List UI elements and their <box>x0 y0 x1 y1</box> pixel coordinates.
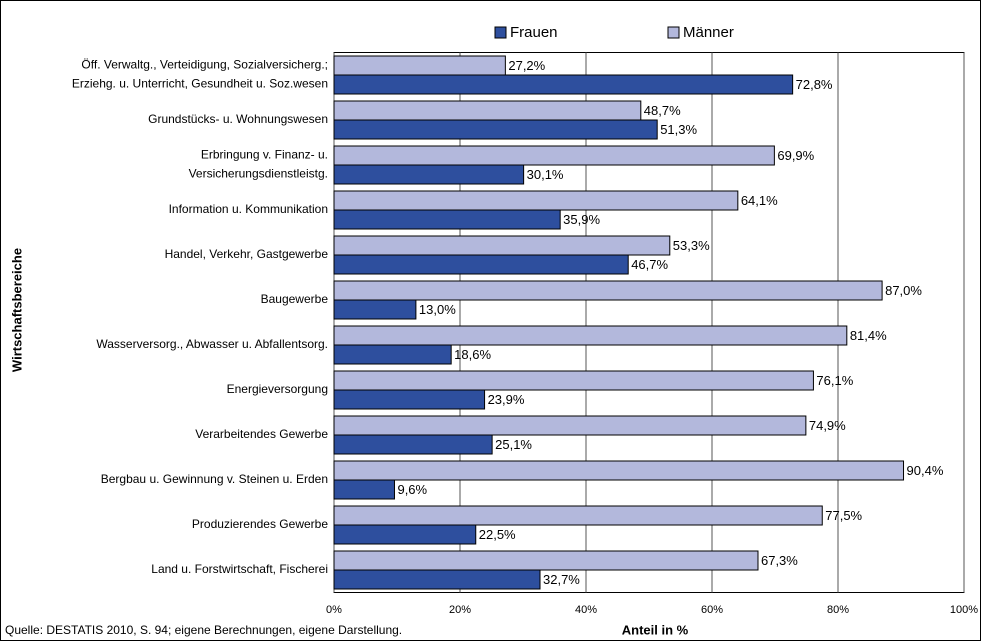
x-tick-label: 100% <box>950 604 978 616</box>
y-tick-label: Erbringung v. Finanz- u. Versicherungsdie… <box>189 148 328 181</box>
data-label: 87,0% <box>885 283 922 298</box>
data-label: 9,6% <box>397 482 427 497</box>
data-label: 81,4% <box>850 328 887 343</box>
bar <box>333 550 759 571</box>
data-label: 32,7% <box>543 572 580 587</box>
data-label: 90,4% <box>907 463 944 478</box>
bar <box>333 254 629 275</box>
data-label: 74,9% <box>809 418 846 433</box>
data-label: 53,3% <box>673 238 710 253</box>
x-tick-label: 0% <box>326 604 342 616</box>
y-tick-label: Handel, Verkehr, Gastgewerbe <box>165 247 329 261</box>
y-tick-label: Bergbau u. Gewinnung v. Steinen u. Erden <box>101 472 328 486</box>
data-label: 25,1% <box>495 437 532 452</box>
bar <box>333 119 658 140</box>
bar <box>333 479 395 500</box>
bar <box>333 569 541 590</box>
legend-swatch <box>494 26 507 39</box>
y-tick-label: Grundstücks- u. Wohnungswesen <box>148 112 328 126</box>
bar <box>333 299 417 320</box>
data-label: 76,1% <box>816 373 853 388</box>
x-tick-label: 40% <box>575 604 597 616</box>
bar <box>333 145 775 166</box>
bar <box>333 325 848 346</box>
legend-label: Frauen <box>510 24 558 41</box>
bar <box>333 415 807 436</box>
legend-label: Männer <box>683 24 734 41</box>
source: Quelle: DESTATIS 2010, S. 94; eigene Ber… <box>5 623 402 637</box>
plot-area <box>333 52 965 593</box>
bar <box>333 100 642 121</box>
y-tick-label: Öff. Verwaltg., Verteidigung, Sozialvers… <box>72 58 328 91</box>
y-tick-label: Produzierendes Gewerbe <box>192 517 328 531</box>
x-axis-title: Anteil in % <box>622 622 689 637</box>
y-tick-label: Baugewerbe <box>261 292 329 306</box>
bar <box>333 370 814 391</box>
x-tick-label: 80% <box>827 604 849 616</box>
data-label: 27,2% <box>508 58 545 73</box>
legend-swatch <box>667 26 680 39</box>
bar <box>333 55 506 76</box>
data-label: 69,9% <box>777 148 814 163</box>
x-tick-label: 60% <box>701 604 723 616</box>
data-label: 48,7% <box>644 103 681 118</box>
bar <box>333 505 823 526</box>
bar <box>333 280 883 301</box>
bar <box>333 164 525 185</box>
bar <box>333 389 486 410</box>
bar <box>333 460 905 481</box>
data-label: 13,0% <box>419 302 456 317</box>
y-tick-label: Information u. Kommunikation <box>169 202 328 216</box>
bar <box>333 209 561 230</box>
data-label: 23,9% <box>488 392 525 407</box>
y-tick-label: Verarbeitendes Gewerbe <box>195 427 328 441</box>
bar <box>333 235 671 256</box>
data-label: 46,7% <box>631 257 668 272</box>
y-tick-label: Land u. Forstwirtschaft, Fischerei <box>151 562 328 576</box>
y-tick-label: Energieversorgung <box>227 382 328 396</box>
data-label: 72,8% <box>796 77 833 92</box>
data-label: 77,5% <box>825 508 862 523</box>
bar <box>333 434 493 455</box>
data-label: 18,6% <box>454 347 491 362</box>
data-label: 67,3% <box>761 553 798 568</box>
bar <box>333 74 794 95</box>
bar <box>333 344 452 365</box>
y-axis-title: Wirtschaftsbereiche <box>9 248 24 372</box>
x-tick-label: 20% <box>449 604 471 616</box>
y-tick-label: Wasserversorg., Abwasser u. Abfallentsor… <box>96 337 328 351</box>
data-label: 64,1% <box>741 193 778 208</box>
data-label: 51,3% <box>660 122 697 137</box>
data-label: 35,9% <box>563 212 600 227</box>
data-label: 22,5% <box>479 527 516 542</box>
data-label: 30,1% <box>527 167 564 182</box>
bar <box>333 524 477 545</box>
bar <box>333 190 739 211</box>
